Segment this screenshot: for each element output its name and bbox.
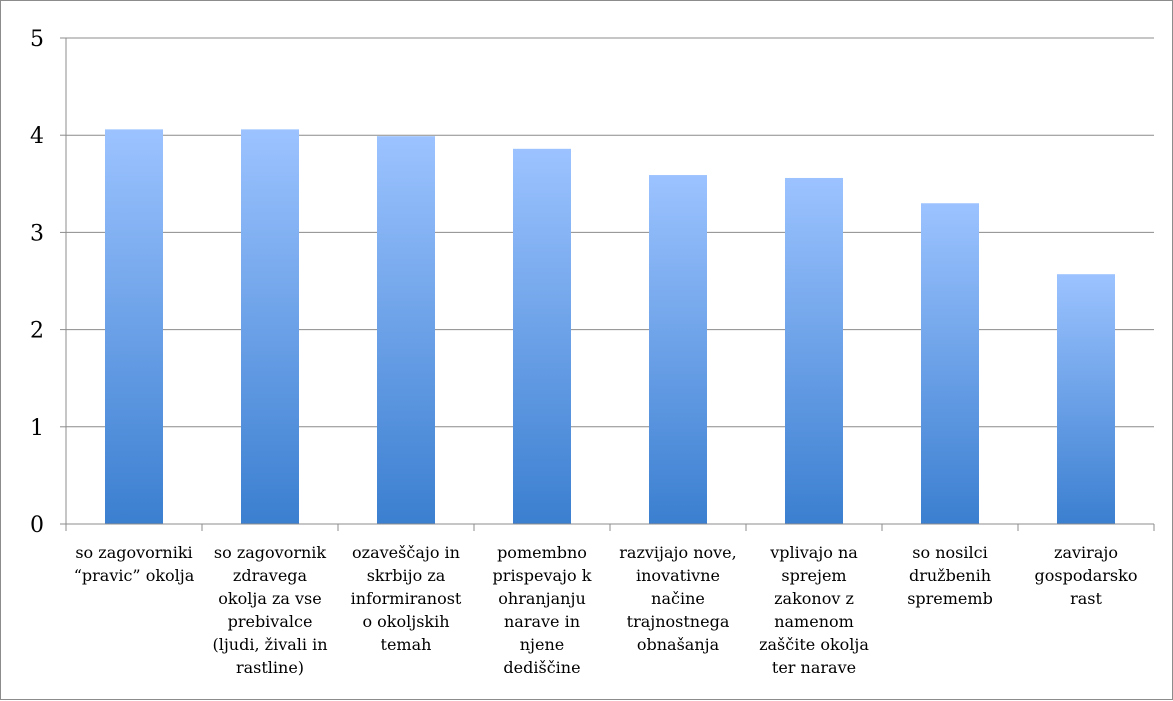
- category-label-line: inovativne: [636, 566, 720, 585]
- category-label-line: sprememb: [907, 589, 993, 608]
- category-label-7: so nosilci družbenih sprememb: [907, 543, 993, 608]
- category-label-8: zavirajo gospodarsko rast: [1035, 543, 1138, 608]
- category-label-line: pomembno: [497, 543, 587, 562]
- category-label-line: gospodarsko: [1035, 566, 1138, 585]
- category-label-line: namenom: [774, 612, 854, 631]
- category-label-line: (ljudi, živali in: [212, 635, 327, 654]
- y-tick-label-1: 1: [30, 416, 44, 441]
- category-label-3: ozaveščajo in skrbijo za informiranost o ok…: [351, 543, 462, 654]
- category-label-6: vplivajo na sprejem zakonov z namenom zaščit…: [759, 543, 869, 677]
- category-label-line: prispevajo k: [493, 566, 592, 585]
- bar-7: [921, 203, 979, 525]
- category-label-line: ozaveščajo in: [352, 543, 460, 562]
- category-label-line: zavirajo: [1054, 543, 1118, 562]
- category-label-line: rast: [1070, 589, 1102, 608]
- category-label-line: trajnostnega: [627, 612, 730, 631]
- category-label-line: so nosilci: [912, 543, 987, 562]
- y-tick-label-0: 0: [30, 513, 44, 538]
- category-label-2: so zagovornik zdravega okolja za vse prebiv…: [212, 543, 327, 677]
- category-label-line: narave in: [504, 612, 580, 631]
- category-label-line: rastline): [236, 658, 304, 677]
- category-label-line: zakonov z: [774, 589, 854, 608]
- category-label-line: okolja za vse: [218, 589, 321, 608]
- category-label-5: razvijajo nove, inovativne načine trajnostn…: [619, 543, 736, 654]
- category-label-line: informiranost: [351, 589, 462, 608]
- bar-1: [105, 129, 163, 525]
- category-label-4: pomembno prispevajo k ohranjanju narave in n…: [493, 543, 592, 677]
- category-label-line: dediščine: [503, 658, 580, 677]
- category-label-line: sprejem: [781, 566, 846, 585]
- axes: [60, 37, 1155, 531]
- y-tick-label-3: 3: [30, 221, 44, 246]
- bar-3: [377, 136, 435, 524]
- category-label-line: ter narave: [772, 658, 856, 677]
- category-label-line: zaščite okolja: [759, 635, 869, 654]
- category-label-line: o okoljskih: [362, 612, 449, 631]
- y-tick-label-2: 2: [30, 319, 44, 344]
- category-label-line: “pravic” okolja: [74, 566, 195, 585]
- category-label-line: družbenih: [909, 566, 991, 585]
- category-label-line: prebivalce: [228, 612, 313, 631]
- category-label-line: zdravega: [233, 566, 308, 585]
- category-label-line: obnašanja: [637, 635, 720, 654]
- category-label-line: temah: [381, 635, 432, 654]
- category-label-line: skrbijo za: [367, 566, 446, 585]
- y-tick-labels: 0 1 2 3 4 5: [30, 27, 44, 538]
- category-label-line: so zagovorniki: [75, 543, 192, 562]
- category-label-line: ohranjanju: [498, 589, 586, 608]
- gridlines: [66, 37, 1154, 428]
- bar-5: [649, 175, 707, 524]
- category-label-line: njene: [520, 635, 565, 654]
- category-label-line: so zagovornik: [214, 543, 327, 562]
- bar-4: [513, 148, 571, 525]
- category-label-line: načine: [651, 589, 705, 608]
- bars: [105, 129, 1115, 525]
- bar-6: [785, 177, 843, 524]
- category-label-line: razvijajo nove,: [619, 543, 736, 562]
- y-tick-label-5: 5: [30, 27, 44, 52]
- y-tick-label-4: 4: [30, 124, 44, 149]
- category-label-line: vplivajo na: [769, 543, 858, 562]
- category-label-1: so zagovorniki “pravic” okolja: [74, 543, 195, 585]
- bar-8: [1057, 274, 1115, 524]
- bar-2: [241, 129, 299, 525]
